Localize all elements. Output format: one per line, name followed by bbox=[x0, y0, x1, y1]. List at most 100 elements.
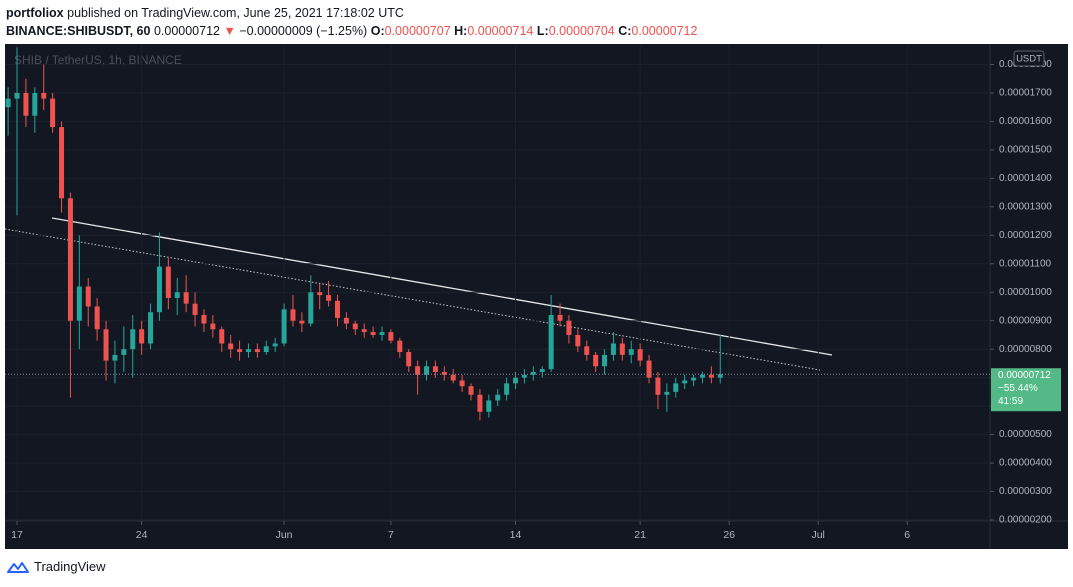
y-tick-label: 0.00000700 bbox=[999, 372, 1052, 383]
brand[interactable]: TradingView bbox=[34, 559, 106, 574]
ohlc-value: 0.00000704 bbox=[548, 24, 615, 38]
y-tick-label: 0.00001300 bbox=[999, 201, 1052, 212]
candle-body bbox=[646, 360, 652, 378]
candle-body bbox=[76, 286, 82, 321]
candle-body bbox=[593, 354, 599, 367]
trend-line bbox=[51, 217, 833, 356]
candle-body bbox=[32, 92, 38, 116]
y-tick-label: 0.00001600 bbox=[999, 116, 1052, 127]
candle-body bbox=[530, 371, 536, 375]
x-tick-label: Jul bbox=[811, 529, 824, 541]
candle-body bbox=[343, 317, 349, 324]
candle-body bbox=[602, 354, 608, 367]
candle-body bbox=[165, 266, 171, 298]
candle-body bbox=[272, 343, 278, 347]
candle-body bbox=[50, 98, 56, 128]
publish-line: portfoliox published on TradingView.com,… bbox=[6, 4, 697, 22]
candle-body bbox=[326, 295, 332, 301]
candle-body bbox=[237, 349, 243, 353]
candle-body bbox=[23, 92, 29, 116]
candle-body bbox=[263, 346, 269, 353]
y-tick-label: 0.00001500 bbox=[999, 145, 1052, 156]
candle-body bbox=[379, 332, 385, 335]
candle-body bbox=[397, 340, 403, 353]
y-tick-label: 0.00000200 bbox=[999, 515, 1052, 526]
candle-body bbox=[299, 320, 305, 324]
ohlc-label: O: bbox=[370, 24, 385, 38]
y-tick-label: 0.00001400 bbox=[999, 173, 1052, 184]
candle-body bbox=[121, 349, 127, 355]
symbol-line: BINANCE:SHIBUSDT, 60 0.00000712 ▼ −0.000… bbox=[6, 22, 697, 40]
ohlc-value: 0.00000707 bbox=[384, 24, 451, 38]
ohlc-label: H: bbox=[454, 24, 468, 38]
candle-body bbox=[94, 306, 100, 330]
price-label: 0.00000712 bbox=[998, 370, 1051, 381]
header: portfoliox published on TradingView.com,… bbox=[6, 4, 697, 40]
y-tick-label: 0.00001200 bbox=[999, 230, 1052, 241]
x-tick-label: 24 bbox=[136, 529, 148, 541]
ohlc-value: 0.00000712 bbox=[631, 24, 698, 38]
candle-body bbox=[201, 315, 207, 324]
chart-background bbox=[5, 44, 1068, 549]
symbol: BINANCE:SHIBUSDT, 60 bbox=[6, 24, 151, 38]
candle-body bbox=[254, 349, 260, 353]
candle-body bbox=[708, 374, 714, 378]
candle-body bbox=[370, 332, 376, 335]
candle-body bbox=[130, 329, 136, 350]
candle-body bbox=[317, 292, 323, 296]
candle-body bbox=[103, 329, 109, 361]
candle-body bbox=[112, 354, 118, 361]
x-tick-label: 26 bbox=[723, 529, 735, 541]
candle-body bbox=[699, 374, 705, 378]
candle-body bbox=[610, 343, 616, 355]
currency-badge[interactable] bbox=[1013, 50, 1045, 67]
candle-body bbox=[174, 292, 180, 298]
x-tick-label: 6 bbox=[904, 529, 910, 541]
candle-body bbox=[468, 386, 474, 395]
y-tick-label: 0.00000500 bbox=[999, 429, 1052, 440]
candle-body bbox=[450, 374, 456, 381]
candle-body bbox=[388, 332, 394, 341]
x-tick-label: Jun bbox=[276, 529, 293, 541]
candle-body bbox=[183, 292, 189, 304]
price-label-box bbox=[991, 368, 1061, 412]
logo-icon bbox=[7, 561, 29, 573]
candle-body bbox=[673, 383, 679, 392]
candle-body bbox=[682, 380, 688, 384]
candle-body bbox=[281, 309, 287, 344]
candle-body bbox=[575, 334, 581, 347]
y-tick-label: 0.00001700 bbox=[999, 88, 1052, 99]
candle-body bbox=[14, 92, 20, 99]
candle-body bbox=[619, 343, 625, 355]
y-tick-label: 0.00000800 bbox=[999, 344, 1052, 355]
author[interactable]: portfoliox bbox=[6, 6, 64, 20]
candle-body bbox=[548, 315, 554, 370]
y-tick-label: 0.00001800 bbox=[999, 59, 1052, 70]
ohlc-label: L: bbox=[536, 24, 549, 38]
currency: USDT bbox=[1016, 54, 1042, 65]
y-tick-label: 0.00001100 bbox=[999, 258, 1052, 269]
candle-body bbox=[584, 346, 590, 355]
candle-body bbox=[192, 303, 198, 316]
footer: TradingView bbox=[6, 559, 106, 574]
candle-body bbox=[148, 312, 154, 344]
ohlc-label: C: bbox=[618, 24, 632, 38]
candle-body bbox=[432, 366, 438, 372]
watermark-title: SHIB / TetherUS, 1h, BINANCE bbox=[14, 53, 182, 67]
candle-body bbox=[415, 366, 421, 375]
published: published on TradingView.com, June 25, 2… bbox=[67, 6, 404, 20]
candle-body bbox=[334, 300, 340, 318]
candle-body bbox=[59, 127, 65, 199]
y-tick-label: 0.00000600 bbox=[999, 401, 1052, 412]
candle-body bbox=[290, 309, 296, 321]
candle-body bbox=[67, 198, 73, 321]
candle-body bbox=[691, 377, 697, 381]
candle-body bbox=[539, 369, 545, 372]
y-tick-label: 0.00000400 bbox=[999, 458, 1052, 469]
trend-line-dotted bbox=[4, 228, 821, 371]
candle-body bbox=[557, 315, 563, 321]
candle-body bbox=[504, 383, 510, 395]
candle-body bbox=[477, 394, 483, 412]
